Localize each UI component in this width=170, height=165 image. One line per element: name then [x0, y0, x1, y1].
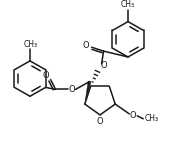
Text: CH₃: CH₃ [121, 0, 135, 9]
Text: O: O [82, 41, 89, 50]
Text: O: O [97, 117, 103, 126]
Text: O: O [100, 61, 107, 70]
Text: O: O [42, 71, 49, 80]
Text: O: O [68, 85, 75, 94]
Text: O: O [130, 111, 137, 120]
Polygon shape [85, 81, 91, 104]
Text: CH₃: CH₃ [24, 40, 38, 49]
Text: CH₃: CH₃ [144, 114, 158, 123]
